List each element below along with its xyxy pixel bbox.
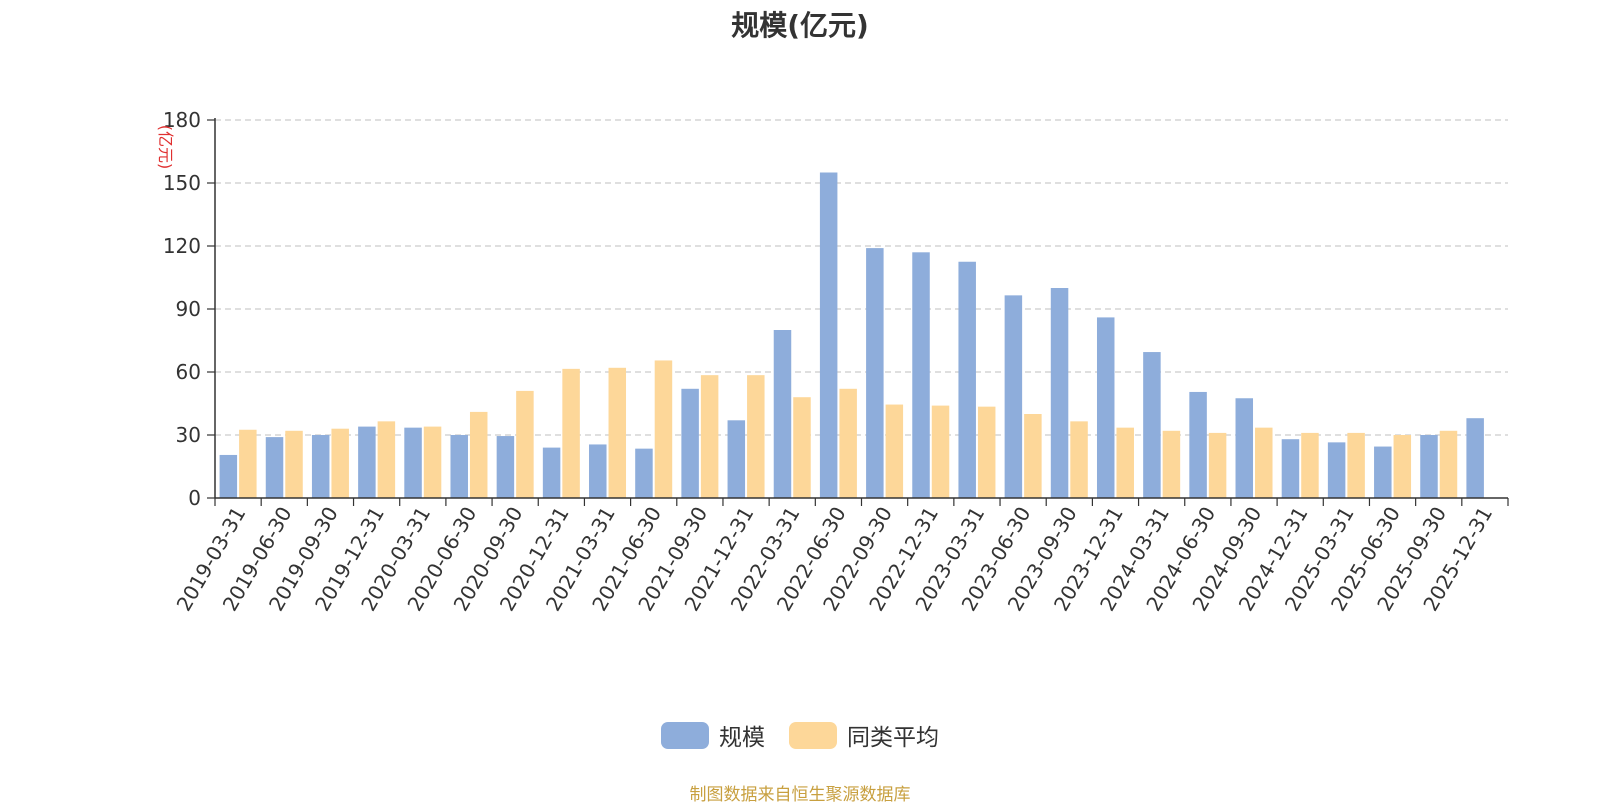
bar-scale[interactable] [542, 447, 561, 498]
bar-peer-average[interactable] [1070, 421, 1088, 498]
bar-scale[interactable] [1189, 391, 1207, 498]
bar-scale[interactable] [1143, 352, 1161, 498]
bar-scale[interactable] [1096, 317, 1115, 498]
bars [219, 172, 1484, 499]
y-tick-label: 0 [188, 486, 201, 510]
bar-scale[interactable] [1050, 288, 1069, 498]
bar-peer-average[interactable] [331, 428, 349, 498]
bar-scale[interactable] [1004, 295, 1023, 498]
bar-peer-average[interactable] [977, 406, 996, 498]
bar-peer-average[interactable] [377, 421, 396, 498]
bar-peer-average[interactable] [469, 411, 488, 498]
y-tick-label: 120 [163, 234, 201, 258]
y-axis-unit-label: (亿元) [156, 125, 175, 170]
bar-peer-average[interactable] [654, 360, 673, 498]
y-tick-label: 180 [163, 108, 201, 132]
bar-scale[interactable] [358, 426, 376, 498]
bar-scale[interactable] [1281, 439, 1300, 498]
bar-scale[interactable] [819, 172, 838, 499]
legend-label-scale: 规模 [719, 725, 765, 751]
bar-scale[interactable] [866, 248, 884, 498]
bar-peer-average[interactable] [562, 368, 580, 498]
bar-peer-average[interactable] [423, 426, 442, 498]
y-tick-label: 60 [176, 360, 201, 384]
y-tick-label: 30 [176, 423, 201, 447]
legend-swatch-scale [661, 721, 709, 749]
bar-peer-average[interactable] [239, 429, 257, 498]
bar-peer-average[interactable] [1208, 432, 1227, 498]
bar-peer-average[interactable] [1439, 430, 1458, 498]
bar-scale[interactable] [1374, 446, 1392, 498]
bar-peer-average[interactable] [1347, 432, 1365, 498]
bar-scale[interactable] [635, 448, 653, 498]
bar-peer-average[interactable] [793, 397, 811, 498]
bar-peer-average[interactable] [516, 390, 534, 498]
bar-chart: 03060901201501802019-03-312019-06-302019… [156, 108, 1509, 615]
bar-scale[interactable] [496, 436, 515, 498]
legend-swatch-peer-average [789, 721, 837, 749]
chart-title: 规模(亿元) [731, 9, 869, 42]
bar-scale[interactable] [311, 435, 330, 498]
bar-scale[interactable] [727, 420, 746, 498]
bar-scale[interactable] [1420, 435, 1438, 498]
y-tick-label: 150 [163, 171, 201, 195]
bar-scale[interactable] [589, 444, 607, 498]
source-note: 制图数据来自恒生聚源数据库 [689, 785, 911, 805]
y-tick-label: 90 [176, 297, 201, 321]
bar-scale[interactable] [450, 435, 468, 498]
legend-item-peer-average[interactable]: 同类平均 [789, 718, 939, 752]
bar-scale[interactable] [681, 388, 699, 498]
bar-scale[interactable] [219, 454, 238, 498]
legend-label-peer-average: 同类平均 [847, 725, 939, 751]
bar-peer-average[interactable] [1393, 435, 1412, 498]
bar-scale[interactable] [958, 261, 976, 498]
bar-peer-average[interactable] [700, 375, 719, 498]
bar-peer-average[interactable] [931, 405, 950, 498]
bar-peer-average[interactable] [1116, 427, 1134, 498]
bar-peer-average[interactable] [885, 404, 904, 498]
legend: 规模 同类平均 [0, 718, 1600, 752]
bar-peer-average[interactable] [1301, 432, 1319, 498]
bar-scale[interactable] [912, 252, 930, 498]
bar-peer-average[interactable] [839, 388, 857, 498]
bar-peer-average[interactable] [1162, 430, 1181, 498]
bar-scale[interactable] [265, 437, 284, 498]
bar-scale[interactable] [1466, 418, 1484, 498]
bar-peer-average[interactable] [1255, 427, 1273, 498]
bar-scale[interactable] [1235, 398, 1254, 498]
grid-lines [215, 119, 1508, 436]
bar-peer-average[interactable] [608, 367, 627, 498]
bar-peer-average[interactable] [747, 375, 765, 498]
bar-peer-average[interactable] [1024, 414, 1042, 498]
bar-scale[interactable] [1327, 442, 1346, 498]
legend-item-scale[interactable]: 规模 [661, 718, 765, 752]
bar-scale[interactable] [404, 427, 422, 498]
bar-scale[interactable] [773, 330, 792, 498]
bar-peer-average[interactable] [285, 430, 303, 498]
